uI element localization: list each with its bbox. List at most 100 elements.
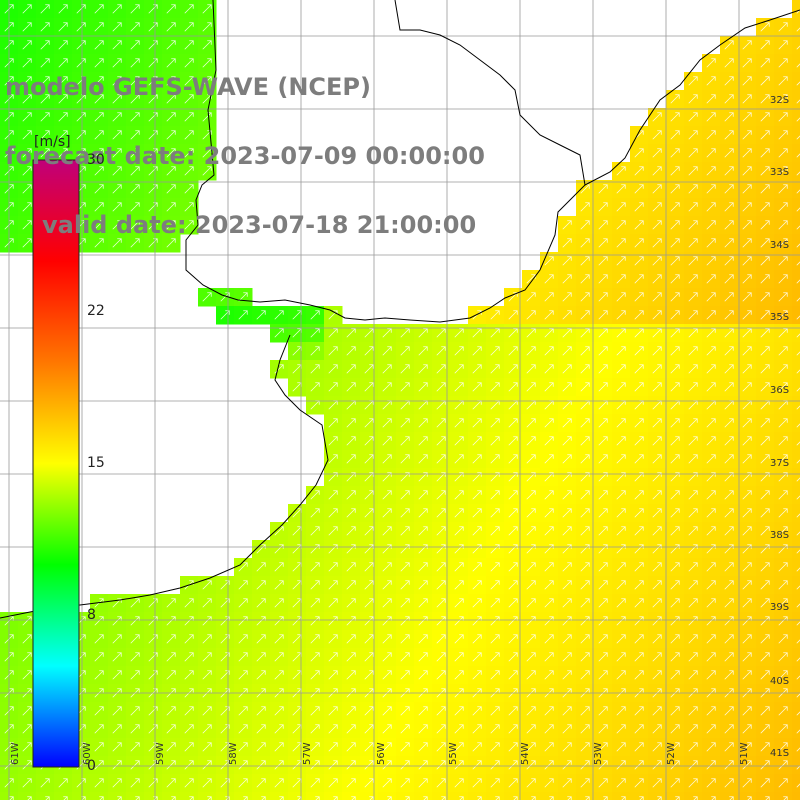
wind-arrow bbox=[454, 328, 464, 338]
wind-arrow bbox=[418, 418, 428, 428]
wind-arrow bbox=[166, 238, 176, 248]
wind-arrow bbox=[166, 202, 176, 212]
wind-cell bbox=[792, 612, 800, 631]
wind-arrow bbox=[58, 58, 68, 68]
wind-arrow bbox=[346, 634, 356, 644]
wind-arrow bbox=[544, 742, 554, 752]
wind-arrow bbox=[436, 328, 446, 338]
wind-arrow bbox=[238, 670, 248, 680]
wind-arrow bbox=[58, 778, 68, 788]
wind-arrow bbox=[742, 508, 752, 518]
wind-arrow bbox=[490, 454, 500, 464]
wind-arrow bbox=[544, 274, 554, 284]
wind-arrow bbox=[202, 778, 212, 788]
wind-arrow bbox=[328, 328, 338, 338]
wind-arrow bbox=[706, 184, 716, 194]
wind-arrow bbox=[544, 652, 554, 662]
wind-arrow bbox=[706, 130, 716, 140]
wind-arrow bbox=[652, 166, 662, 176]
wind-arrow bbox=[328, 724, 338, 734]
wind-arrow bbox=[724, 562, 734, 572]
wind-arrow bbox=[202, 634, 212, 644]
wind-arrow bbox=[256, 544, 266, 554]
wind-arrow bbox=[130, 742, 140, 752]
wind-arrow bbox=[796, 441, 800, 446]
wind-arrow bbox=[364, 616, 374, 626]
wind-arrow bbox=[472, 742, 482, 752]
wind-arrow bbox=[130, 634, 140, 644]
wind-arrow bbox=[616, 274, 626, 284]
wind-arrow bbox=[652, 508, 662, 518]
wind-cell bbox=[792, 288, 800, 307]
wind-arrow bbox=[472, 724, 482, 734]
wind-arrow bbox=[382, 508, 392, 518]
wind-arrow bbox=[760, 508, 770, 518]
wind-cell bbox=[792, 486, 800, 505]
wind-arrow bbox=[184, 706, 194, 716]
wind-arrow bbox=[454, 652, 464, 662]
wind-arrow bbox=[585, 796, 590, 800]
wind-arrow bbox=[382, 670, 392, 680]
wind-arrow bbox=[508, 544, 518, 554]
wind-cell bbox=[756, 792, 775, 800]
wind-arrow bbox=[382, 454, 392, 464]
wind-arrow bbox=[22, 148, 32, 158]
wind-arrow bbox=[364, 454, 374, 464]
wind-arrow bbox=[760, 76, 770, 86]
wind-arrow bbox=[670, 706, 680, 716]
wind-arrow bbox=[310, 490, 320, 500]
wind-arrow bbox=[454, 364, 464, 374]
wind-arrow bbox=[436, 724, 446, 734]
wind-arrow bbox=[472, 418, 482, 428]
wind-arrow bbox=[112, 634, 122, 644]
wind-arrow bbox=[184, 724, 194, 734]
wind-arrow bbox=[670, 526, 680, 536]
wind-arrow bbox=[796, 459, 800, 464]
wind-arrow bbox=[688, 742, 698, 752]
wind-arrow bbox=[616, 508, 626, 518]
wind-arrow bbox=[742, 598, 752, 608]
wind-arrow bbox=[742, 202, 752, 212]
lon-label: 57W bbox=[302, 742, 313, 765]
wind-arrow bbox=[400, 346, 410, 356]
wind-arrow bbox=[148, 598, 158, 608]
wind-arrow bbox=[508, 670, 518, 680]
wind-arrow bbox=[562, 382, 572, 392]
wind-arrow bbox=[441, 796, 446, 800]
wind-arrow bbox=[153, 796, 158, 800]
wind-arrow bbox=[418, 580, 428, 590]
wind-arrow bbox=[796, 549, 800, 554]
wind-cell bbox=[252, 792, 271, 800]
wind-cell bbox=[792, 666, 800, 685]
wind-arrow bbox=[706, 670, 716, 680]
wind-arrow bbox=[778, 202, 788, 212]
wind-arrow bbox=[454, 382, 464, 392]
wind-arrow bbox=[508, 742, 518, 752]
wind-cell bbox=[162, 792, 181, 800]
wind-arrow bbox=[202, 166, 212, 176]
wind-arrow bbox=[760, 598, 770, 608]
wind-arrow bbox=[94, 76, 104, 86]
wind-arrow bbox=[688, 724, 698, 734]
wind-arrow bbox=[706, 616, 716, 626]
wind-arrow bbox=[544, 562, 554, 572]
wind-arrow bbox=[364, 346, 374, 356]
wind-arrow bbox=[459, 796, 464, 800]
wind-arrow bbox=[112, 760, 122, 770]
wind-arrow bbox=[544, 670, 554, 680]
wind-arrow bbox=[796, 369, 800, 374]
wind-arrow bbox=[310, 634, 320, 644]
lat-label: 39S bbox=[770, 602, 790, 613]
wind-arrow bbox=[688, 310, 698, 320]
wind-arrow bbox=[652, 562, 662, 572]
wind-arrow bbox=[189, 796, 194, 800]
wind-arrow bbox=[580, 436, 590, 446]
wind-arrow bbox=[526, 346, 536, 356]
wind-arrow bbox=[670, 418, 680, 428]
wind-arrow bbox=[634, 454, 644, 464]
wind-arrow bbox=[742, 40, 752, 50]
wind-arrow bbox=[526, 742, 536, 752]
wind-arrow bbox=[369, 796, 374, 800]
wind-arrow bbox=[562, 580, 572, 590]
wind-arrow bbox=[616, 526, 626, 536]
